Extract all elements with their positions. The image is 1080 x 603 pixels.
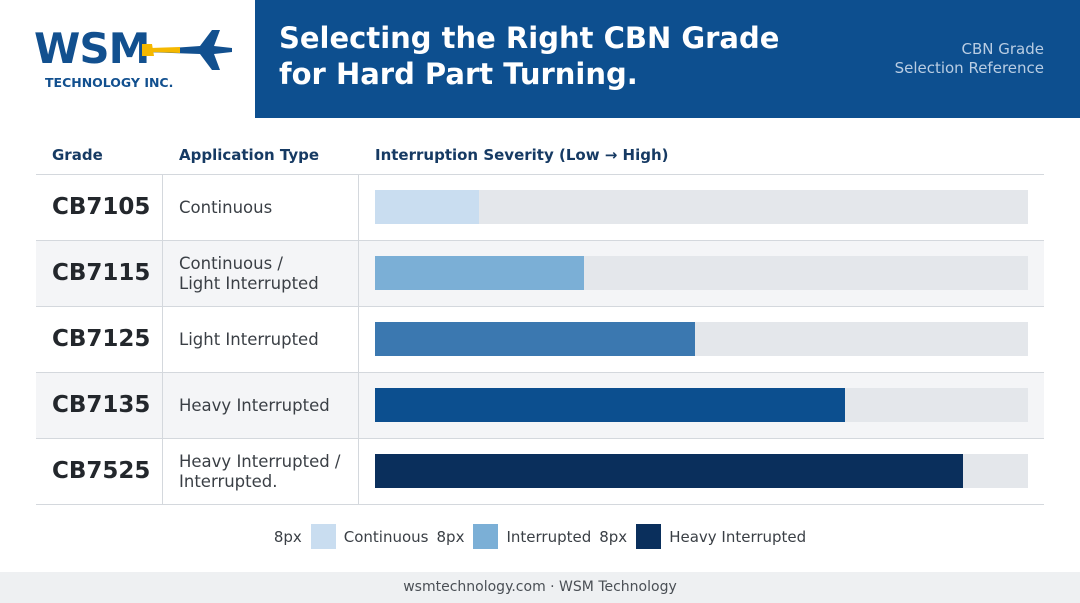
severity-bar xyxy=(375,256,584,290)
application: Light Interrupted xyxy=(179,330,319,350)
legend-swatch xyxy=(310,524,336,549)
logo: WSM TECHNOLOGY INC. xyxy=(0,0,255,118)
column-separator xyxy=(162,241,163,306)
column-separator xyxy=(358,241,359,306)
column-header: Grade xyxy=(52,146,103,164)
application-line: Heavy Interrupted xyxy=(179,395,330,415)
grade: CB7105 xyxy=(52,194,151,220)
application-line: Heavy Interrupted / xyxy=(179,451,341,471)
column-separator xyxy=(358,373,359,438)
legend-item: 8px Heavy Interrupted xyxy=(599,524,806,549)
legend-item: 8px Continuous xyxy=(274,524,429,549)
column-separator xyxy=(162,439,163,504)
severity-bar xyxy=(375,190,480,224)
logo-subtitle: TECHNOLOGY INC. xyxy=(45,75,174,90)
application: Continuous / Light Interrupted xyxy=(179,254,319,294)
title-line: for Hard Part Turning. xyxy=(279,57,638,91)
severity-bar xyxy=(375,454,963,488)
bar-track xyxy=(375,388,1028,422)
bar-track xyxy=(375,322,1028,356)
legend-label: Continuous xyxy=(343,527,429,546)
legend-label: Heavy Interrupted xyxy=(669,527,807,546)
legend-swatch xyxy=(636,524,662,549)
legend-item: 8px Interrupted xyxy=(436,524,592,549)
application: Heavy Interrupted / Interrupted. xyxy=(179,452,341,492)
bar-track xyxy=(375,256,1028,290)
header: Selecting the Right CBN Grade for Hard Pa… xyxy=(255,0,1080,118)
legend-size: 8px xyxy=(599,527,628,546)
application-line: Continuous xyxy=(179,197,273,217)
column-header: Application Type xyxy=(179,146,320,164)
title: Selecting the Right CBN Grade for Hard Pa… xyxy=(279,20,779,92)
side-line: CBN Grade xyxy=(961,40,1045,58)
severity-bar xyxy=(375,322,695,356)
grade: CB7525 xyxy=(52,458,151,484)
column-separator xyxy=(162,307,163,372)
legend-label: Interrupted xyxy=(506,527,592,546)
table-row: CB7525 Heavy Interrupted / Interrupted. xyxy=(36,439,1044,505)
severity-bar xyxy=(375,388,846,422)
grade: CB7115 xyxy=(52,260,151,286)
table-row: CB7125 Light Interrupted xyxy=(36,307,1044,373)
grade: CB7125 xyxy=(52,326,151,352)
table-row: CB7135 Heavy Interrupted xyxy=(36,373,1044,439)
column-header: Interruption Severity (Low → High) xyxy=(375,146,669,164)
side-line: Selection Reference xyxy=(894,59,1044,77)
application: Heavy Interrupted xyxy=(179,396,330,416)
table-row: CB7105 Continuous xyxy=(36,175,1044,241)
side-note: CBN Grade Selection Reference xyxy=(895,40,1044,78)
bar-track xyxy=(375,454,1028,488)
legend-swatch xyxy=(473,524,499,549)
application: Continuous xyxy=(179,198,272,218)
plane-icon xyxy=(142,30,232,70)
application-line: Continuous / xyxy=(179,253,283,273)
legend-size: 8px xyxy=(436,527,465,546)
column-separator xyxy=(358,307,359,372)
column-separator xyxy=(358,439,359,504)
legend: 8px Continuous 8px Interrupted 8px Heavy Inte… xyxy=(0,524,1080,549)
table-row: CB7115 Continuous / Light Interrupted xyxy=(36,241,1044,307)
application-line: Light Interrupted xyxy=(179,329,319,349)
table-header: Grade Application Type Interruption Severi… xyxy=(36,140,1044,175)
legend-size: 8px xyxy=(273,527,302,546)
application-line: Interrupted. xyxy=(179,471,278,491)
column-separator xyxy=(162,373,163,438)
bar-track xyxy=(375,190,1028,224)
logo-name: WSM xyxy=(34,24,150,73)
title-line: Selecting the Right CBN Grade xyxy=(279,21,780,55)
footer: wsmtechnology.com · WSM Technology xyxy=(0,572,1080,603)
column-separator xyxy=(162,175,163,240)
application-line: Light Interrupted xyxy=(179,273,319,293)
table: Grade Application Type Interruption Severi… xyxy=(36,140,1044,505)
grade: CB7135 xyxy=(52,392,151,418)
column-separator xyxy=(358,175,359,240)
